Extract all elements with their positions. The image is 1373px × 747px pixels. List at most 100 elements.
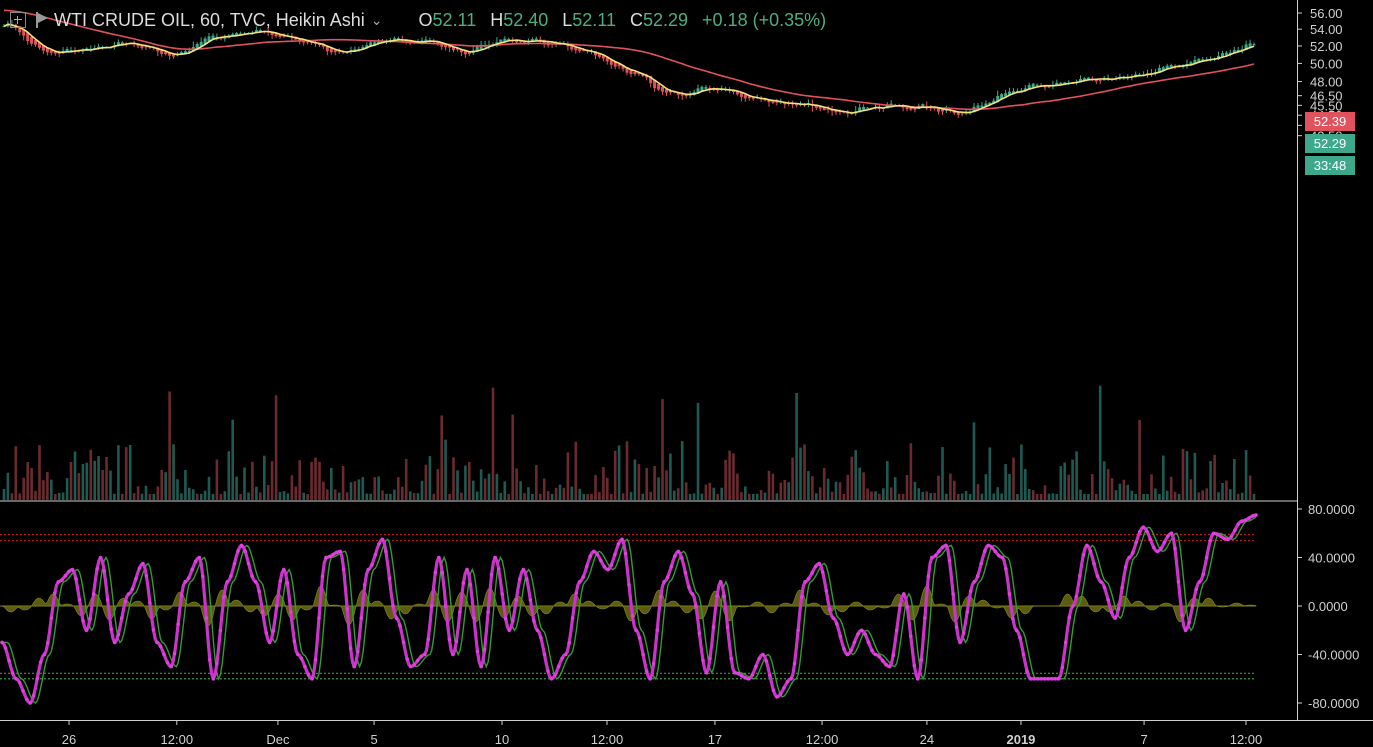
oscillator-marker [894,628,899,633]
volume-bar [105,457,108,500]
volume-bar [401,486,404,500]
candle-body [578,48,582,52]
oscillator-marker [137,566,142,571]
oscillator-marker [1194,587,1198,592]
oscillator-marker [1226,537,1230,542]
oscillator-marker [359,616,364,620]
volume-bar [519,481,522,500]
oscillator-marker [1071,604,1075,608]
volume-bar [251,461,254,500]
candle-body [597,53,601,57]
volume-bar [803,444,806,500]
oscillator-marker [172,651,177,656]
candle-body [905,106,909,109]
volume-bar [255,486,258,500]
last-price-tag: 52.29 [1305,134,1355,153]
candle-body [1000,94,1004,100]
volume-bar [373,477,376,500]
oscillator-marker [489,572,494,577]
time-tick-label: 12:00 [591,732,624,747]
candle-body [373,42,377,45]
oscillator-marker [518,577,522,581]
oscillator-marker [437,555,441,560]
volume-bar [1012,457,1015,500]
candle-body [996,96,1000,103]
candle-body [1063,82,1067,84]
oscillator-tick-label: -40.0000 [1308,648,1359,663]
oscillator-marker [775,695,779,699]
oscillator-marker [852,640,857,645]
oscillator-marker [560,656,564,661]
volume-bar [318,461,321,500]
volume-bar [475,491,479,500]
volume-bar [369,493,372,500]
volume-bar [578,488,581,500]
candle-body [609,59,613,65]
candle-body [452,46,455,51]
oscillator-marker [715,594,719,598]
volume-bar [629,492,633,500]
candle-body [570,44,574,50]
oscillator-pane[interactable] [0,500,1297,705]
oscillator-marker [500,592,505,596]
oscillator-marker [447,637,452,642]
volume-bar [160,469,163,500]
volume-bar [937,475,940,500]
volume-bar [270,461,274,500]
candle-body [814,104,818,108]
volume-bar [26,462,29,500]
oscillator-marker [327,554,332,559]
volume-bar [842,494,846,500]
volume-bar [767,470,771,500]
candle-body [739,92,743,97]
oscillator-marker [208,658,212,662]
volume-bar [337,492,341,500]
volume-bar [1236,493,1240,500]
volume-bar [1130,490,1134,500]
volume-bar [353,481,357,500]
volume-bar [775,493,779,500]
volume-bar [10,493,14,500]
oscillator-marker [986,543,991,548]
volume-bar [1138,419,1141,500]
oscillator-marker [21,689,25,693]
oscillator-marker [81,619,85,623]
volume-bar [850,456,854,500]
time-tick-label: 7 [1140,732,1147,747]
volume-bar [716,494,719,500]
volume-bar [787,482,790,500]
volume-bar [266,485,270,500]
oscillator-marker [687,585,691,589]
oscillator-marker [1233,528,1237,532]
candle-body [747,96,751,99]
candle-body [653,79,657,89]
oscillator-marker [750,673,755,677]
candle-body [1193,60,1197,64]
volume-bar [381,490,384,500]
expand-icon[interactable] [10,12,26,28]
candle-body [1201,59,1205,61]
volume-bar [933,492,936,500]
price-pane[interactable] [2,9,1256,500]
oscillator-marker [595,552,600,557]
volume-bar [688,493,692,500]
oscillator-marker [761,652,765,657]
volume-bar [38,445,41,500]
chevron-down-icon[interactable]: ⌄ [370,11,383,28]
candle-body [479,44,483,50]
candle-body [45,47,49,53]
oscillator-marker [1109,610,1114,615]
oscillator-marker [1000,555,1005,560]
oscillator-marker [1204,555,1209,560]
volume-bar [1047,493,1051,500]
candle-body [26,32,30,42]
volume-bar [1004,464,1007,500]
oscillator-markers [0,513,1258,705]
volume-bar [349,482,353,500]
flag-icon[interactable] [36,12,48,28]
candle-body [38,42,41,48]
oscillator-marker [694,604,698,608]
symbol-title[interactable]: WTI CRUDE OIL, 60, TVC, Heikin Ashi [54,9,365,30]
